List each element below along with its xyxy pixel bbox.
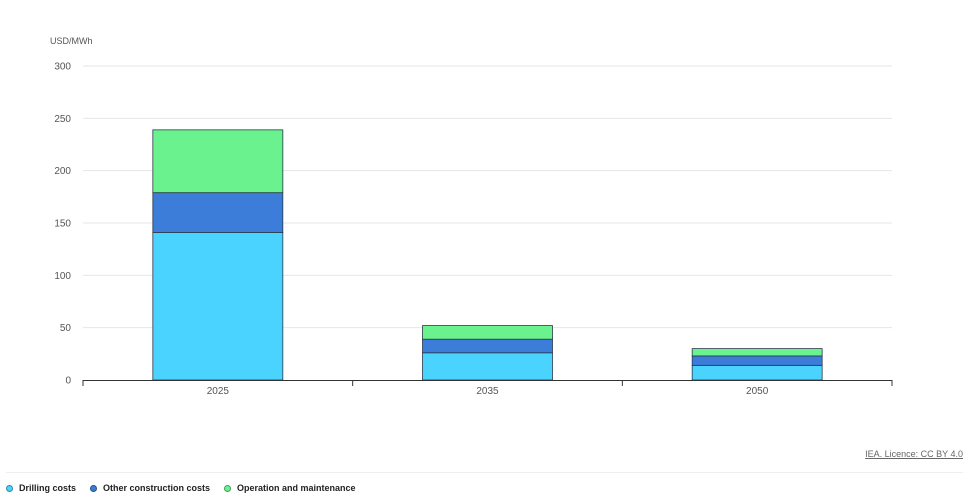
- bar-2025-operation-and-maintenance[interactable]: [152, 129, 284, 194]
- legend: Drilling costs Other construction costs Op…: [6, 483, 370, 493]
- x-tick-label-2050: 2050: [746, 386, 769, 397]
- bar-2050-operation-and-maintenance[interactable]: [691, 348, 823, 357]
- legend-item-drilling-costs[interactable]: Drilling costs: [6, 483, 76, 493]
- legend-label: Operation and maintenance: [237, 483, 356, 493]
- legend-swatch: [90, 484, 98, 492]
- y-tick-label-200: 200: [54, 166, 71, 177]
- y-tick-label-300: 300: [54, 62, 71, 73]
- legend-swatch: [6, 484, 13, 492]
- axes: 0 50 100 150 200 250 300 2025 2035 2050: [54, 62, 893, 397]
- bar-2025-drilling-costs[interactable]: [152, 232, 284, 381]
- legend-item-other-construction-costs[interactable]: Other construction costs: [90, 483, 210, 493]
- y-tick-label-250: 250: [54, 114, 71, 125]
- bar-2035-other-construction-costs[interactable]: [422, 338, 553, 354]
- legend-item-operation-and-maintenance[interactable]: Operation and maintenance: [224, 483, 356, 493]
- y-tick-label-0: 0: [65, 376, 71, 387]
- x-tick-label-2035: 2035: [476, 386, 499, 397]
- legend-label: Other construction costs: [103, 483, 211, 493]
- licence-link[interactable]: IEA. Licence: CC BY 4.0: [865, 449, 963, 459]
- bar-2035-drilling-costs[interactable]: [422, 352, 553, 381]
- legend-divider: [6, 472, 963, 473]
- bar-2035-operation-and-maintenance[interactable]: [422, 325, 553, 340]
- y-tick-label-100: 100: [54, 271, 71, 282]
- legend-swatch: [224, 484, 232, 492]
- bar-2050-other-construction-costs[interactable]: [691, 355, 823, 366]
- bar-2050-drilling-costs[interactable]: [691, 364, 823, 381]
- y-tick-label-50: 50: [60, 323, 72, 334]
- y-tick-label-150: 150: [54, 219, 71, 230]
- bar-2025-other-construction-costs[interactable]: [152, 192, 284, 233]
- y-axis-unit-label: USD/MWh: [50, 36, 93, 46]
- x-tick-label-2025: 2025: [207, 386, 230, 397]
- bars: [152, 129, 823, 381]
- legend-label: Drilling costs: [19, 483, 77, 493]
